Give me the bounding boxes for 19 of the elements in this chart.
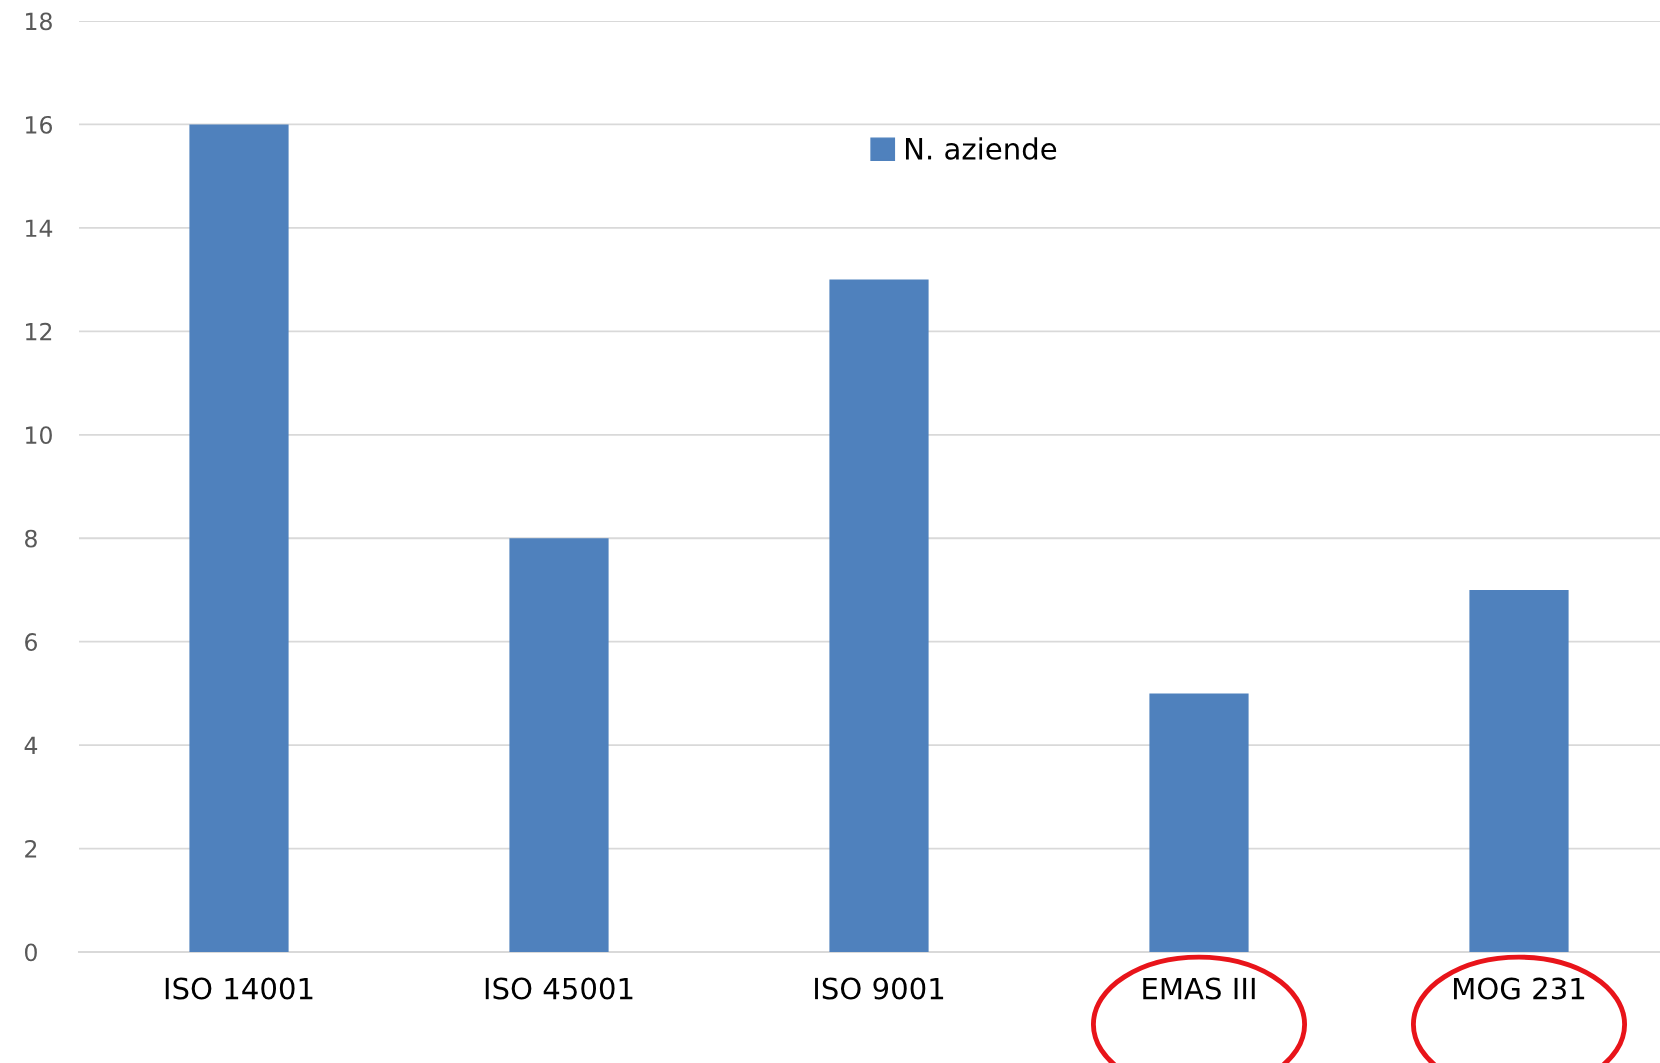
- bar: [829, 279, 929, 952]
- y-tick-label: 4: [24, 736, 38, 755]
- y-tick-label: 10: [26, 426, 52, 445]
- y-tick-label: 12: [26, 322, 52, 341]
- legend-label: N. aziende: [905, 137, 1057, 160]
- x-tick-label: ISO 14001: [165, 977, 313, 1000]
- x-tick-label: MOG 231: [1454, 977, 1585, 1000]
- y-tick-label: 2: [25, 840, 37, 858]
- bar: [189, 124, 289, 952]
- y-tick-label: 18: [26, 12, 52, 31]
- x-tick-label: ISO 45001: [485, 977, 633, 1000]
- x-tick-label: EMAS III: [1143, 977, 1255, 1000]
- y-tick-label: 6: [25, 633, 37, 651]
- x-tick-label: ISO 9001: [815, 977, 944, 1000]
- y-tick-label: 16: [26, 115, 52, 134]
- y-tick-label: 0: [25, 943, 37, 962]
- y-tick-label: 8: [25, 529, 37, 548]
- y-tick-label: 14: [26, 219, 53, 237]
- bar: [509, 538, 609, 952]
